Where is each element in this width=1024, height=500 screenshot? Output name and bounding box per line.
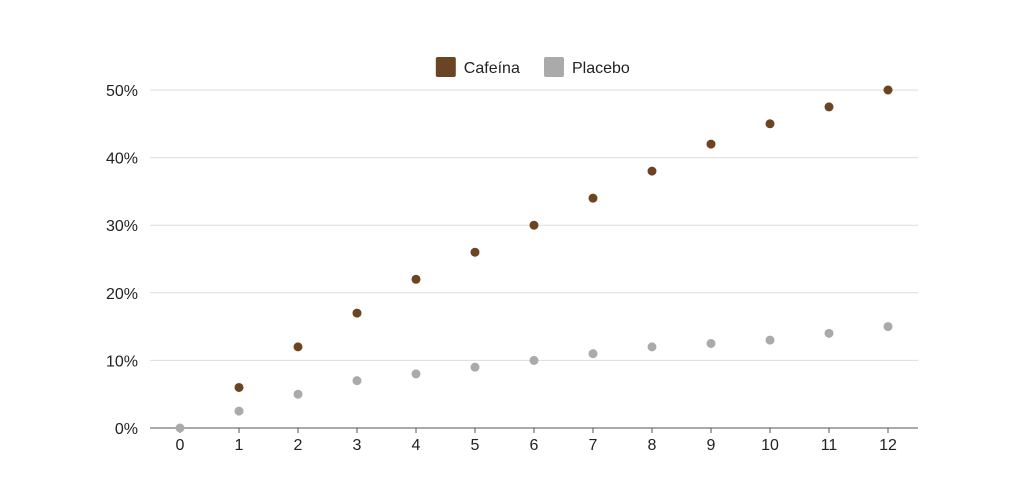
legend-label-placebo: Placebo bbox=[572, 60, 630, 77]
y-tick-label: 10% bbox=[106, 353, 138, 370]
data-point-placebo bbox=[706, 339, 716, 348]
data-point-cafeina bbox=[647, 166, 657, 176]
y-tick-label: 20% bbox=[106, 286, 138, 303]
x-tick-label: 9 bbox=[707, 437, 716, 454]
data-point-placebo bbox=[234, 406, 244, 416]
data-point-cafeina bbox=[529, 220, 539, 230]
data-point-cafeina bbox=[234, 382, 244, 392]
data-point-cafeina bbox=[706, 139, 716, 149]
x-tick-label: 1 bbox=[235, 437, 244, 454]
x-tick-label: 11 bbox=[821, 437, 838, 454]
axes: 0%10%20%30%40%50%0 1 2 3 4 5 6 7 8 9 10 11 12 bbox=[106, 83, 918, 454]
x-tick-label: 6 bbox=[530, 437, 539, 454]
data-point-placebo bbox=[411, 369, 421, 379]
x-tick-label: 0 bbox=[176, 437, 185, 454]
legend-label-cafeina: Cafeína bbox=[464, 60, 520, 77]
data-point-cafeina bbox=[765, 119, 775, 129]
y-tick-label: 30% bbox=[106, 218, 138, 235]
data-point-cafeina bbox=[883, 85, 893, 95]
y-tick-label: 40% bbox=[106, 151, 138, 168]
data-point-placebo bbox=[470, 362, 480, 372]
x-tick-label: 3 bbox=[353, 437, 362, 454]
legend-swatch-cafeina bbox=[435, 57, 456, 77]
data-point-placebo bbox=[647, 342, 657, 352]
data-point-placebo bbox=[883, 322, 893, 332]
x-tick-label: 5 bbox=[471, 437, 480, 454]
data-point-placebo bbox=[824, 328, 834, 338]
y-tick-label: 50% bbox=[106, 83, 138, 100]
data-point-placebo bbox=[352, 376, 362, 386]
data-point-placebo bbox=[765, 335, 775, 345]
data-point-placebo bbox=[529, 355, 539, 365]
data-point-cafeina bbox=[470, 247, 480, 257]
data-point-placebo bbox=[588, 349, 598, 359]
legend: Cafeína Placebo bbox=[435, 57, 630, 77]
data-points bbox=[175, 85, 893, 433]
data-point-cafeina bbox=[352, 308, 362, 318]
y-tick-label: 0% bbox=[115, 421, 138, 438]
data-point-placebo bbox=[175, 423, 185, 433]
x-tick-label: 12 bbox=[879, 437, 897, 454]
x-tick-label: 10 bbox=[761, 437, 779, 454]
x-tick-label: 2 bbox=[294, 437, 303, 454]
legend-swatch-placebo bbox=[544, 57, 564, 77]
data-point-cafeina bbox=[293, 342, 303, 352]
x-tick-label: 8 bbox=[648, 437, 657, 454]
data-point-cafeina bbox=[588, 193, 598, 203]
data-point-placebo bbox=[293, 389, 303, 399]
data-point-cafeina bbox=[411, 274, 421, 284]
x-tick-label: 7 bbox=[589, 437, 598, 454]
data-point-cafeina bbox=[824, 102, 834, 112]
x-tick-label: 4 bbox=[412, 437, 421, 454]
